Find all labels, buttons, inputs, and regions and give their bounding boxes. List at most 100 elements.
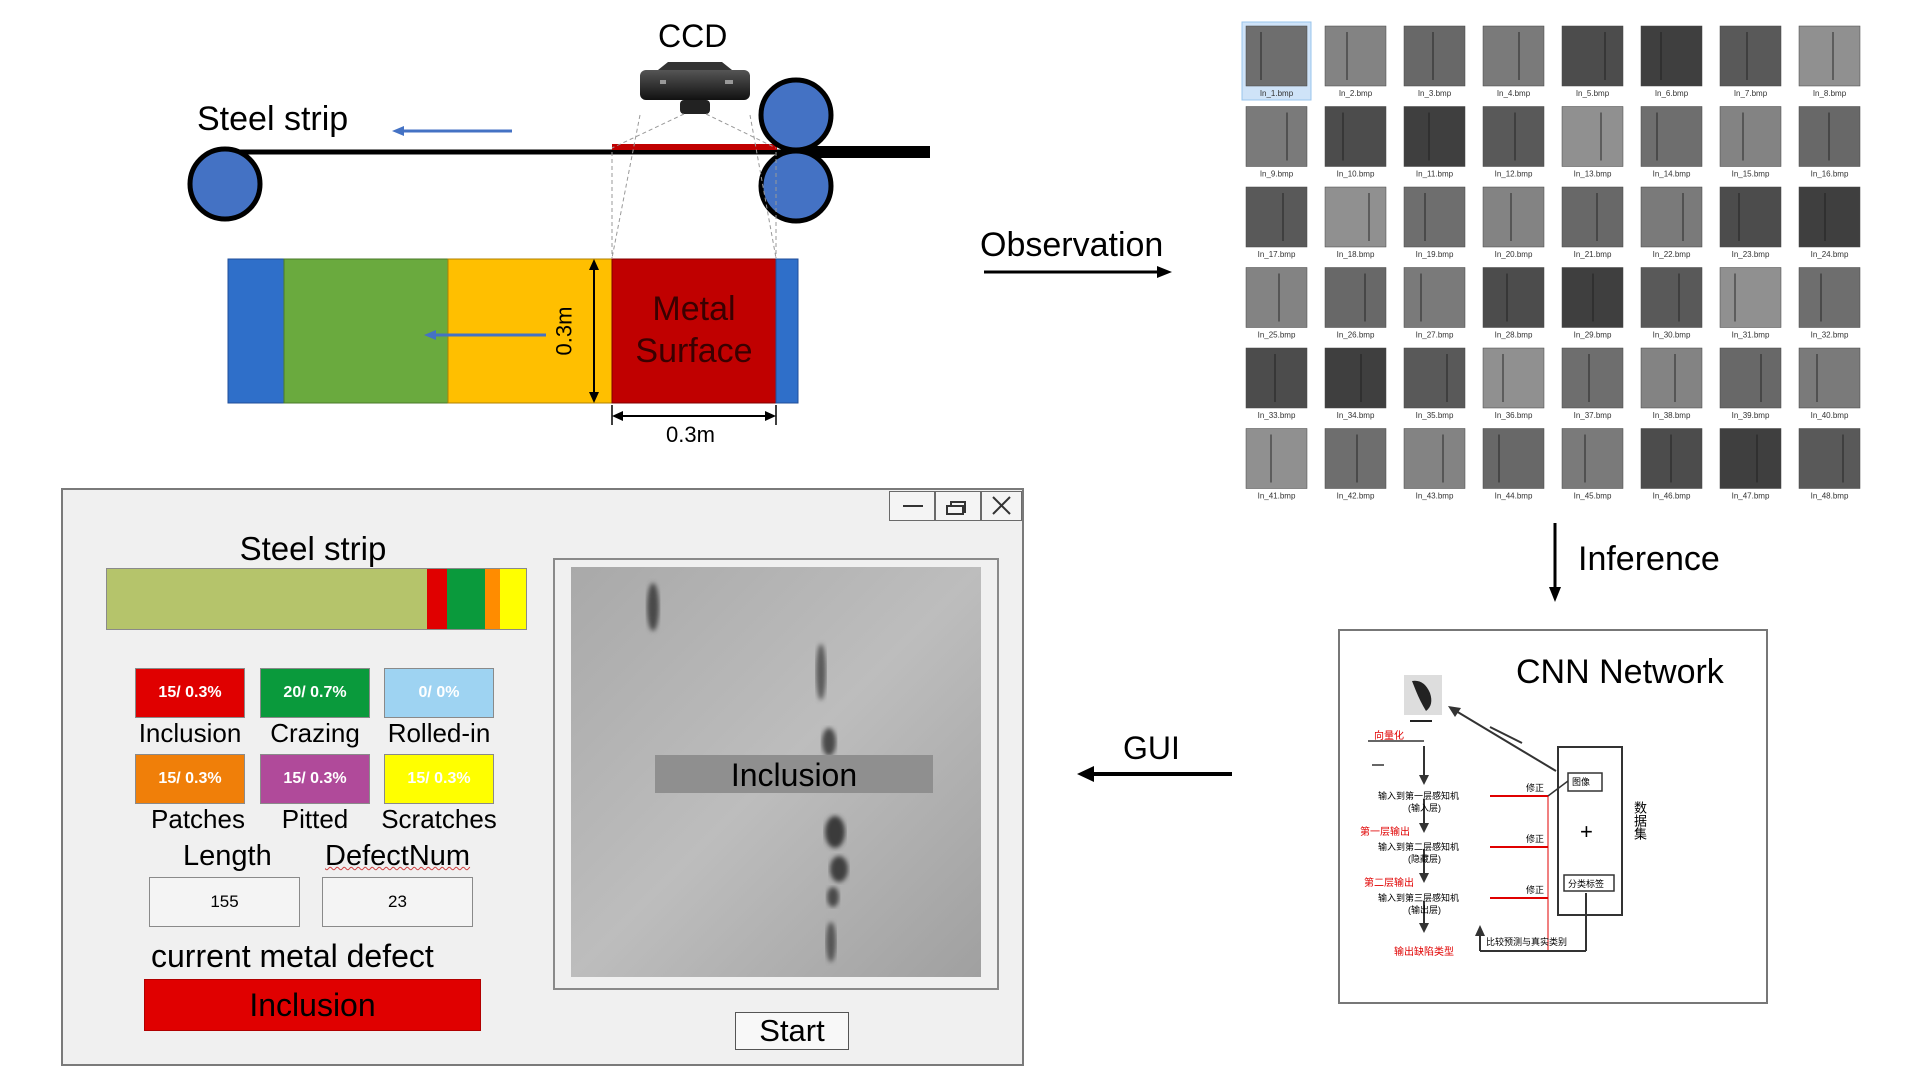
thumbnail-item[interactable]: In_5.bmp [1561, 25, 1624, 98]
thumbnail-item[interactable]: In_47.bmp [1719, 428, 1782, 501]
thumbnail-item[interactable]: In_26.bmp [1324, 267, 1387, 340]
thumbnail-item[interactable]: In_40.bmp [1798, 347, 1861, 420]
thumbnail-item[interactable]: In_6.bmp [1640, 25, 1703, 98]
thumbnail-item[interactable]: In_25.bmp [1245, 267, 1308, 340]
thumbnail-item[interactable]: In_23.bmp [1719, 186, 1782, 259]
thumbnail-item[interactable]: In_21.bmp [1561, 186, 1624, 259]
thumbnail-filename: In_29.bmp [1574, 331, 1612, 340]
thumbnail-item[interactable]: In_38.bmp [1640, 347, 1703, 420]
thumbnail-item[interactable]: In_34.bmp [1324, 347, 1387, 420]
thumbnail-item[interactable]: In_32.bmp [1798, 267, 1861, 340]
strip-progress-bar [106, 568, 527, 630]
steel-strip-label: Steel strip [197, 100, 349, 138]
thumbnail-item[interactable]: In_36.bmp [1482, 347, 1545, 420]
thumbnail-item[interactable]: In_3.bmp [1403, 25, 1466, 98]
thumbnail-filename: In_38.bmp [1653, 411, 1691, 420]
thumbnail-item[interactable]: In_19.bmp [1403, 186, 1466, 259]
thumbnail-filename: In_26.bmp [1337, 331, 1375, 340]
thumbnail-filename: In_19.bmp [1416, 250, 1454, 259]
thumbnail-item[interactable]: In_48.bmp [1798, 428, 1861, 501]
thumbnail-item[interactable]: In_31.bmp [1719, 267, 1782, 340]
thumbnail-item[interactable]: In_24.bmp [1798, 186, 1861, 259]
thumbnail-filename: In_41.bmp [1258, 492, 1296, 501]
strip-seg-base [107, 569, 427, 629]
thumbnail-item[interactable]: In_20.bmp [1482, 186, 1545, 259]
thumbnail-filename: In_35.bmp [1416, 411, 1454, 420]
cnn-network-box: CNN Network [1338, 629, 1768, 1004]
thumbnail-item[interactable]: In_10.bmp [1324, 106, 1387, 179]
cnn-input-layer: 输入到第一层感知机 [1378, 791, 1460, 801]
thumbnail-item[interactable]: In_45.bmp [1561, 428, 1624, 501]
thumbnail-filename: In_30.bmp [1653, 331, 1691, 340]
thumbnail-item[interactable]: In_42.bmp [1324, 428, 1387, 501]
thumbnail-item[interactable]: In_7.bmp [1719, 25, 1782, 98]
thumbnail-item[interactable]: In_18.bmp [1324, 186, 1387, 259]
thumbnail-item[interactable]: In_37.bmp [1561, 347, 1624, 420]
thumbnail-filename: In_11.bmp [1416, 170, 1454, 179]
thumbnail-item[interactable]: In_4.bmp [1482, 25, 1545, 98]
stat-box-inclusion: 15/ 0.3% [135, 668, 245, 718]
defectnum-field[interactable]: 23 [322, 877, 473, 927]
thumbnail-item[interactable]: In_9.bmp [1245, 106, 1308, 179]
metal-surface-section [611, 258, 777, 404]
thumbnail-item[interactable]: In_22.bmp [1640, 186, 1703, 259]
thumbnail-filename: In_16.bmp [1811, 170, 1849, 179]
thumbnail-item[interactable]: In_29.bmp [1561, 267, 1624, 340]
thumbnail-item[interactable]: In_12.bmp [1482, 106, 1545, 179]
minimize-button[interactable] [889, 491, 935, 521]
cnn-layer2-out: 第二层输出 [1364, 878, 1414, 889]
thumbnail-filename: In_4.bmp [1497, 89, 1531, 98]
thumbnail-item[interactable]: In_27.bmp [1403, 267, 1466, 340]
strip-seg-patches [485, 569, 500, 629]
current-defect-label: current metal defect [151, 938, 434, 974]
thumbnail-filename: In_39.bmp [1732, 411, 1770, 420]
thumbnail-item[interactable]: In_1.bmp [1241, 21, 1312, 101]
thumbnail-item[interactable]: In_35.bmp [1403, 347, 1466, 420]
thumbnail-item[interactable]: In_44.bmp [1482, 428, 1545, 501]
thumbnail-filename: In_43.bmp [1416, 492, 1454, 501]
thumbnail-filename: In_3.bmp [1418, 89, 1452, 98]
thumbnail-item[interactable]: In_13.bmp [1561, 106, 1624, 179]
stat-label-crazing: Crazing [270, 718, 360, 748]
view-ray [705, 113, 777, 149]
cnn-title: CNN Network [1516, 653, 1724, 691]
strip-seg-crazing [447, 569, 485, 629]
thumbnail-item[interactable]: In_16.bmp [1798, 106, 1861, 179]
thumbnail-item[interactable]: In_28.bmp [1482, 267, 1545, 340]
minimize-icon [903, 505, 923, 507]
thumbnail-filename: In_5.bmp [1576, 89, 1610, 98]
thumbnail-filename: In_31.bmp [1732, 331, 1770, 340]
thumbnail-item[interactable]: In_30.bmp [1640, 267, 1703, 340]
thumbnail-item[interactable]: In_43.bmp [1403, 428, 1466, 501]
thumbnail-filename: In_6.bmp [1655, 89, 1689, 98]
thumbnail-item[interactable]: In_41.bmp [1245, 428, 1308, 501]
thumbnail-item[interactable]: In_15.bmp [1719, 106, 1782, 179]
thumbnail-item[interactable]: In_14.bmp [1640, 106, 1703, 179]
motion-arrow-top-head [392, 126, 404, 136]
cnn-image-box-label: 图像 [1572, 777, 1591, 787]
thumbnail-item[interactable]: In_8.bmp [1798, 25, 1861, 98]
thumbnail-item[interactable]: In_39.bmp [1719, 347, 1782, 420]
ccd-camera-icon [640, 62, 750, 114]
thumbnail-item[interactable]: In_46.bmp [1640, 428, 1703, 501]
restore-button[interactable] [935, 491, 981, 521]
thumbnail-grid[interactable]: In_1.bmp In_2.bmp In_3.bmp In_4.bmp In_5.bmp… [1240, 20, 1880, 520]
thumbnail-filename: In_8.bmp [1813, 89, 1847, 98]
close-button[interactable] [981, 491, 1022, 521]
gui-label: GUI [1123, 730, 1180, 766]
stat-label-scratches: Scratches [381, 804, 497, 834]
thumbnail-item[interactable]: In_11.bmp [1403, 106, 1466, 179]
stat-box-crazing: 20/ 0.7% [260, 668, 370, 718]
thumbnail-item[interactable]: In_2.bmp [1324, 25, 1387, 98]
thumbnail-filename: In_47.bmp [1732, 492, 1770, 501]
length-field[interactable]: 155 [149, 877, 300, 927]
thumbnail-filename: In_17.bmp [1258, 250, 1296, 259]
thumbnail-item[interactable]: In_33.bmp [1245, 347, 1308, 420]
thumbnail-filename: In_13.bmp [1574, 170, 1612, 179]
start-button[interactable]: Start [735, 1012, 849, 1050]
inspected-segment [612, 144, 777, 150]
thumbnail-filename: In_27.bmp [1416, 331, 1454, 340]
thumbnail-item[interactable]: In_17.bmp [1245, 186, 1308, 259]
strip-thick-end [800, 146, 930, 158]
cnn-hidden-layer: 输入到第二层感知机 [1378, 842, 1460, 852]
